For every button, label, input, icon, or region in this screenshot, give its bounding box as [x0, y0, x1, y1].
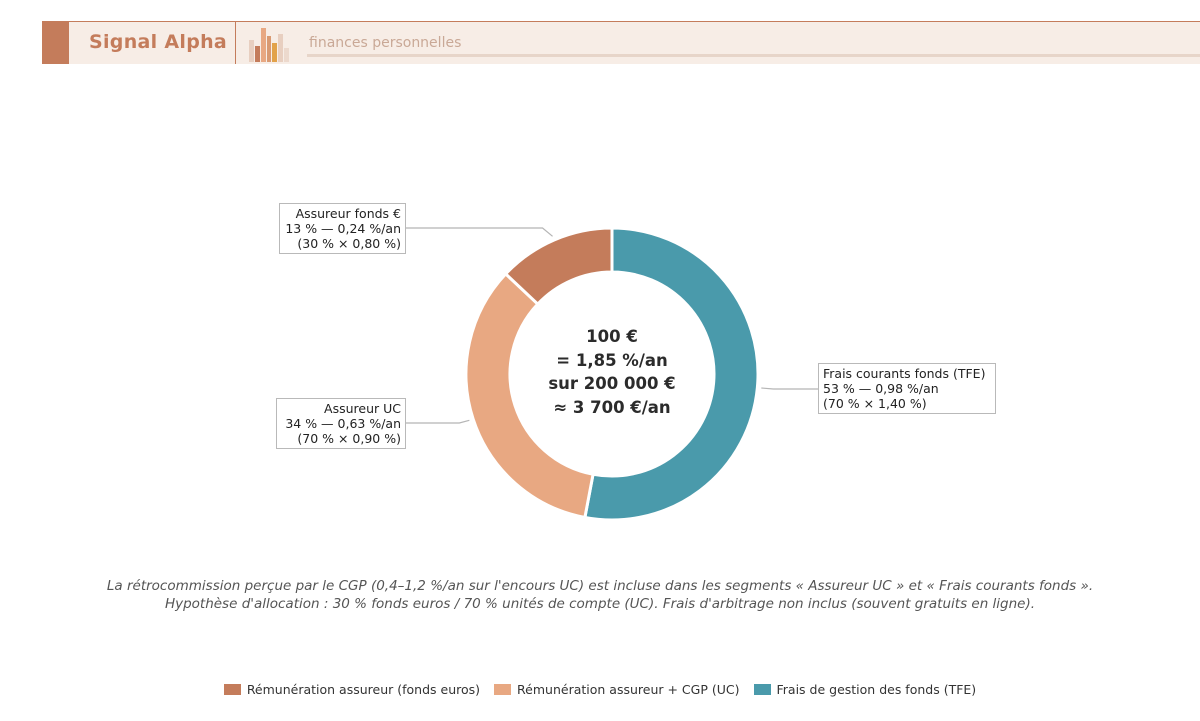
chart-note-1: La rétrocommission perçue par le CGP (0,… [106, 578, 1094, 594]
legend-label: Frais de gestion des fonds (TFE) [776, 682, 977, 697]
slice-label-assureur-uc: Assureur UC 34 % — 0,63 %/an (70 % × 0,9… [276, 398, 406, 449]
donut-slice[interactable] [464, 271, 595, 520]
slice-label-assureur-fonds-euros: Assureur fonds € 13 % — 0,24 %/an (30 % … [279, 203, 406, 254]
brand-color-block [42, 22, 69, 64]
slice-label-title: Frais courants fonds (TFE) [823, 366, 986, 381]
legend-label: Rémunération assureur + CGP (UC) [517, 682, 740, 697]
chart-legend: Rémunération assureur (fonds euros) Rému… [0, 682, 1200, 697]
slice-label-title: Assureur UC [324, 401, 401, 416]
bar-chart-logo-icon [249, 28, 289, 62]
slice-label-formula: (70 % × 1,40 %) [823, 396, 927, 411]
site-header: Signal Alpha finances personnelles [42, 21, 1200, 64]
slice-label-tfe: Frais courants fonds (TFE) 53 % — 0,98 %… [818, 363, 996, 414]
chart-note-2: Hypothèse d'allocation : 30 % fonds euro… [164, 596, 1036, 612]
legend-swatch [223, 684, 241, 695]
brand-name[interactable]: Signal Alpha [89, 31, 228, 53]
legend-swatch [494, 684, 512, 695]
header-divider [235, 22, 236, 64]
legend-item: Rémunération assureur (fonds euros) [223, 682, 481, 697]
slice-label-value: 34 % — 0,63 %/an [285, 416, 401, 431]
header-rule [307, 54, 1200, 57]
slice-label-value: 53 % — 0,98 %/an [823, 381, 939, 396]
legend-item: Rémunération assureur + CGP (UC) [494, 682, 740, 697]
center-line: sur 200 000 € [548, 374, 676, 393]
donut-slice[interactable] [583, 226, 760, 522]
slice-label-value: 13 % — 0,24 %/an [285, 221, 401, 236]
legend-label: Rémunération assureur (fonds euros) [246, 682, 481, 697]
legend-swatch [753, 684, 771, 695]
legend-item: Frais de gestion des fonds (TFE) [753, 682, 977, 697]
donut-slice[interactable] [503, 226, 614, 307]
center-line: 100 € [586, 327, 638, 346]
tagline: finances personnelles [309, 35, 462, 51]
slice-leader-line [761, 387, 818, 390]
center-line: ≈ 3 700 €/an [553, 397, 671, 417]
slice-label-title: Assureur fonds € [295, 206, 401, 221]
center-line: = 1,85 %/an [556, 350, 668, 370]
slice-leader-line [406, 227, 553, 237]
slice-label-formula: (30 % × 0,80 %) [297, 236, 401, 251]
donut-center-text: 100 € = 1,85 %/an sur 200 000 € ≈ 3 700 … [512, 325, 712, 419]
slice-label-formula: (70 % × 0,90 %) [297, 431, 401, 446]
slice-leader-line [406, 419, 470, 424]
